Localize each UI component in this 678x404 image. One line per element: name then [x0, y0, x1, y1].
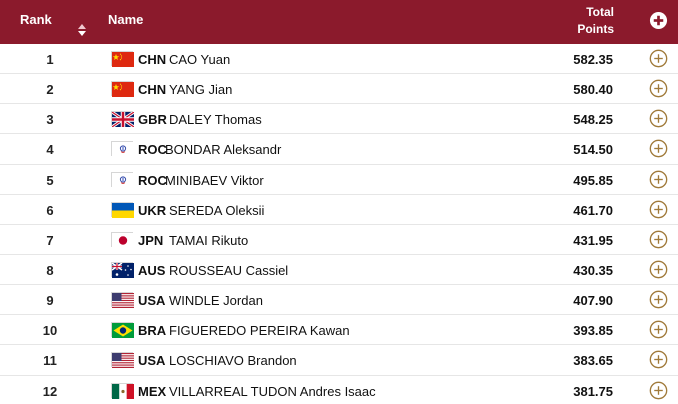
noc-code: AUS	[138, 262, 166, 278]
table-row[interactable]: 9 USA WINDLE Jordan 407.90	[0, 285, 678, 316]
rank-cell: 10	[42, 323, 58, 339]
table-row[interactable]: 12 MEX VILLARREAL TUDON Andres Isaac 381.75	[0, 376, 678, 404]
noc-code: BRA	[138, 323, 167, 339]
rank-cell: 8	[46, 262, 54, 278]
noc-code: ROC	[138, 172, 167, 188]
athlete-name[interactable]: SEREDA Oleksii	[169, 202, 265, 218]
total-points-cell: 381.75	[573, 383, 613, 399]
expand-row-icon[interactable]	[649, 79, 668, 98]
rank-cell: 2	[46, 82, 54, 98]
usa-flag	[111, 352, 134, 369]
table-row[interactable]: 4 ROC BONDAR Aleksandr 514.50	[0, 134, 678, 165]
sort-icon[interactable]	[78, 24, 86, 36]
table-row[interactable]: 2 CHN YANG Jian 580.40	[0, 74, 678, 105]
athlete-name[interactable]: WINDLE Jordan	[169, 293, 263, 309]
table-row[interactable]: 5 ROC MINIBAEV Viktor 495.85	[0, 165, 678, 195]
rank-cell: 1	[46, 52, 54, 67]
athlete-name[interactable]: DALEY Thomas	[169, 112, 262, 128]
japan-flag	[111, 231, 134, 248]
noc-code: UKR	[138, 202, 167, 218]
athlete-name[interactable]: VILLARREAL TUDON Andres Isaac	[169, 383, 376, 399]
noc-code: ROC	[138, 142, 167, 158]
table-body: 1 CHN CAO Yuan 582.35 2 CHN YANG Jian 580.40 3 GB…	[0, 44, 678, 404]
table-row[interactable]: 3 GBR DALEY Thomas 548.25	[0, 104, 678, 135]
athlete-name[interactable]: BONDAR Aleksandr	[165, 142, 282, 158]
expand-all-icon[interactable]	[649, 11, 668, 30]
uk-flag	[111, 111, 135, 129]
athlete-name[interactable]: MINIBAEV Viktor	[165, 172, 264, 188]
noc-code: GBR	[138, 112, 167, 128]
expand-row-icon[interactable]	[649, 49, 668, 68]
name-column-header[interactable]: Name	[108, 12, 144, 27]
rank-column-header[interactable]: Rank	[20, 12, 52, 27]
athlete-name[interactable]: CAO Yuan	[169, 52, 231, 67]
roc-flag	[111, 141, 134, 158]
athlete-name[interactable]: YANG Jian	[169, 82, 233, 98]
athlete-name[interactable]: TAMAI Rikuto	[169, 232, 249, 248]
china-flag	[111, 51, 134, 67]
rank-cell: 11	[43, 353, 57, 369]
total-points-cell: 383.65	[573, 353, 613, 369]
expand-row-icon[interactable]	[649, 230, 668, 249]
roc-flag	[111, 171, 134, 188]
table-row[interactable]: 8 AUS ROUSSEAU Cassiel 430.35	[0, 255, 678, 286]
expand-row-icon[interactable]	[649, 381, 668, 400]
noc-code: MEX	[138, 383, 167, 399]
total-points-cell: 495.85	[573, 172, 613, 188]
total-points-cell: 580.40	[573, 82, 613, 98]
athlete-name[interactable]: LOSCHIAVO Brandon	[169, 353, 297, 369]
mexico-flag	[111, 382, 134, 399]
expand-row-icon[interactable]	[649, 200, 668, 219]
total-points-cell: 407.90	[573, 293, 613, 309]
noc-code: JPN	[138, 232, 164, 248]
china-flag	[111, 81, 134, 98]
athlete-name[interactable]: FIGUEREDO PEREIRA Kawan	[169, 323, 350, 339]
noc-code: CHN	[138, 52, 167, 67]
rank-cell: 12	[42, 383, 58, 399]
table-row[interactable]: 7 JPN TAMAI Rikuto 431.95	[0, 225, 678, 255]
noc-code: CHN	[138, 82, 167, 98]
rank-cell: 4	[46, 142, 54, 158]
expand-row-icon[interactable]	[649, 320, 668, 339]
table-row[interactable]: 10 BRA FIGUEREDO PEREIRA Kawan 393.85	[0, 315, 678, 346]
total-points-cell: 514.50	[573, 142, 613, 158]
expand-row-icon[interactable]	[649, 350, 668, 369]
rank-cell: 5	[46, 172, 54, 188]
expand-row-icon[interactable]	[649, 290, 668, 309]
rank-cell: 7	[46, 232, 54, 248]
usa-flag	[111, 292, 134, 309]
expand-row-icon[interactable]	[649, 170, 668, 189]
expand-row-icon[interactable]	[649, 109, 668, 128]
total-points-cell: 548.25	[573, 112, 613, 128]
noc-code: USA	[138, 353, 166, 369]
rank-cell: 9	[46, 293, 54, 309]
expand-row-icon[interactable]	[649, 260, 668, 279]
rank-cell: 3	[46, 112, 54, 128]
table-row[interactable]: 11 USA LOSCHIAVO Brandon 383.65	[0, 345, 678, 376]
total-points-cell: 393.85	[573, 323, 613, 339]
total-points-cell: 430.35	[573, 262, 613, 278]
ukraine-flag	[111, 201, 134, 218]
athlete-name[interactable]: ROUSSEAU Cassiel	[169, 262, 289, 278]
table-header: Rank Name Total Points	[0, 0, 678, 44]
brazil-flag	[111, 322, 134, 339]
table-row[interactable]: 1 CHN CAO Yuan 582.35	[0, 44, 678, 75]
expand-row-icon[interactable]	[649, 139, 668, 158]
total-points-column-header[interactable]: Total Points	[577, 5, 614, 36]
total-points-cell: 461.70	[573, 202, 613, 218]
total-points-cell: 582.35	[573, 52, 613, 67]
rank-cell: 6	[46, 202, 54, 218]
table-row[interactable]: 6 UKR SEREDA Oleksii 461.70	[0, 195, 678, 225]
total-points-cell: 431.95	[573, 232, 613, 248]
noc-code: USA	[138, 293, 166, 309]
australia-flag	[111, 261, 134, 278]
